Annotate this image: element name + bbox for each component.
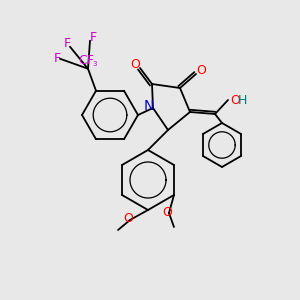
Text: F: F xyxy=(89,31,97,44)
Text: 3: 3 xyxy=(93,61,97,67)
Text: O: O xyxy=(196,64,206,77)
Text: O: O xyxy=(130,58,140,70)
Text: O: O xyxy=(123,212,133,224)
Text: F: F xyxy=(63,37,70,50)
Text: N: N xyxy=(144,99,154,113)
Text: O: O xyxy=(230,94,240,107)
Text: H: H xyxy=(238,94,247,107)
Text: O: O xyxy=(162,206,172,220)
Text: CF: CF xyxy=(78,54,94,67)
Text: F: F xyxy=(53,52,61,65)
